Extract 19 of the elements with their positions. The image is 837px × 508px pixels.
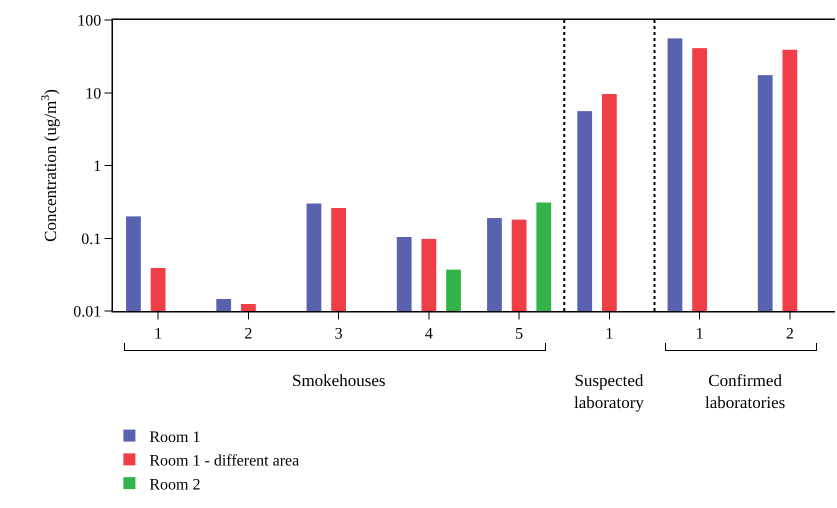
x-tick-label: 5 xyxy=(515,326,524,343)
y-tick-label: 10 xyxy=(85,85,102,102)
y-tick-label: 100 xyxy=(77,12,102,30)
legend-label: Room 1 - different area xyxy=(149,452,300,470)
legend-label: Room 1 xyxy=(149,428,201,446)
text: Suspected laboratory xyxy=(574,371,644,412)
y-tick-label: 0.01 xyxy=(73,304,102,321)
y-tick-label: 0.1 xyxy=(81,230,102,248)
text: Confirmed laboratories xyxy=(705,371,786,412)
x-tick-label: 2 xyxy=(786,326,794,343)
x-tick-label: 1 xyxy=(696,326,704,343)
x-tick-label: 1 xyxy=(605,326,614,343)
x-tick-label: 4 xyxy=(424,326,433,343)
text: Smokehouses xyxy=(292,371,386,390)
y-tick-label: 1 xyxy=(93,158,102,176)
x-tick-label: 1 xyxy=(154,326,162,343)
x-tick-label: 3 xyxy=(334,326,343,343)
x-tick-label: 2 xyxy=(244,326,252,343)
legend-label: Room 2 xyxy=(149,476,201,494)
